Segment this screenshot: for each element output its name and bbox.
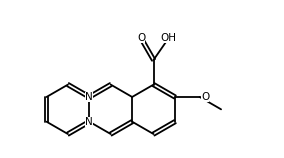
- Text: OH: OH: [160, 33, 176, 43]
- Text: N: N: [85, 117, 93, 127]
- Text: N: N: [85, 92, 93, 102]
- Text: O: O: [137, 33, 145, 43]
- Text: O: O: [201, 92, 209, 102]
